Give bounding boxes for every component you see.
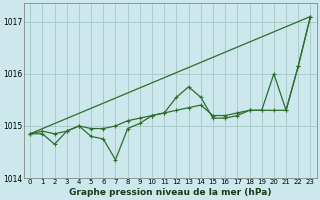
X-axis label: Graphe pression niveau de la mer (hPa): Graphe pression niveau de la mer (hPa) xyxy=(69,188,272,197)
